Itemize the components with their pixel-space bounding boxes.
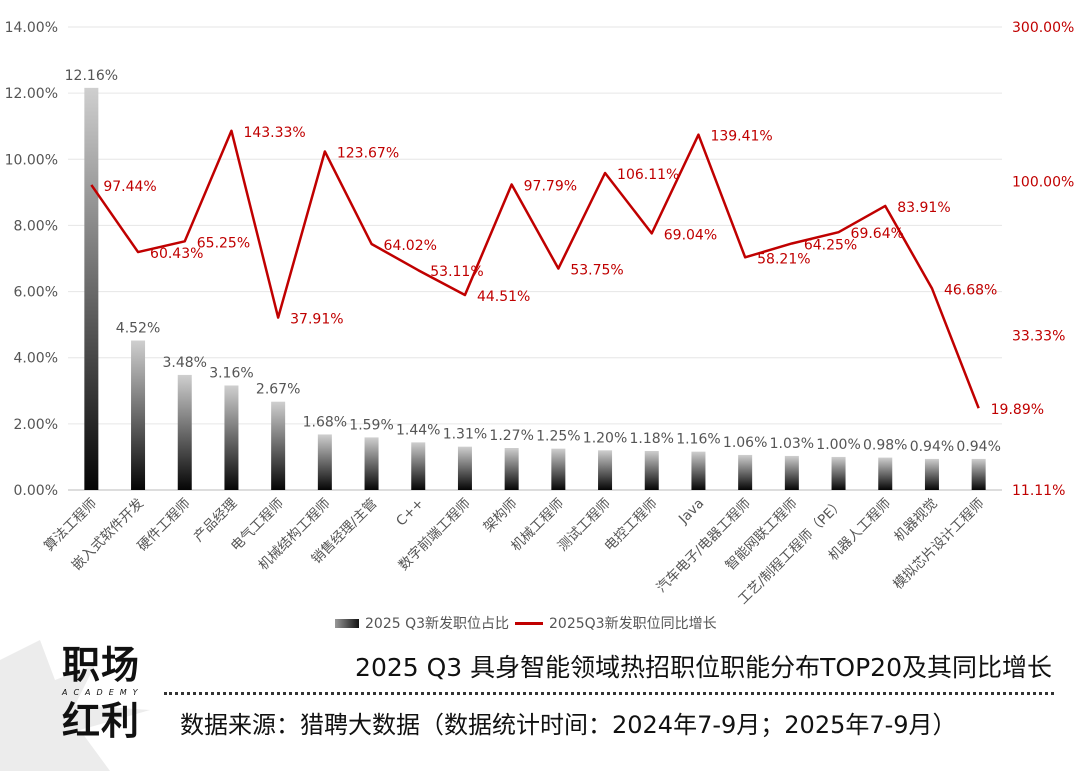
data-source-note: 数据来源：猎聘大数据（数据统计时间：2024年7-9月；2025年7-9月） [180,711,957,739]
bar [691,451,706,490]
category-label: 架构师 [481,496,521,536]
logo-burst-graphic [0,640,150,771]
bar-data-label: 1.18% [630,431,674,447]
line-data-label: 37.91% [290,312,343,328]
bar-data-label: 1.31% [443,427,487,443]
line-data-label: 106.11% [617,167,679,183]
line-data-label: 65.25% [197,235,250,251]
line-data-label: 46.68% [944,282,997,298]
bar [84,87,99,490]
left-axis-tick-label: 4.00% [14,351,58,367]
line-data-label: 97.79% [524,178,577,194]
right-axis-tick-label: 33.33% [1012,329,1065,345]
left-axis-tick-label: 0.00% [14,483,58,499]
line-data-label: 60.43% [150,246,203,262]
bar-data-label: 1.25% [536,429,580,445]
bar [364,437,379,490]
line-data-label: 44.51% [477,289,530,305]
bar [177,374,192,490]
category-label: Java [675,496,707,528]
legend-bar-swatch [335,618,359,628]
category-label: 模拟芯片设计工程师 [890,496,987,593]
bar [131,340,146,490]
bar [924,458,939,490]
line-data-label: 64.02% [384,238,437,254]
bar-data-label: 0.94% [910,439,954,455]
bar-data-label: 1.68% [303,414,347,430]
chart-title: 2025 Q3 具身智能领域热招职位职能分布TOP20及其同比增长 [355,653,1052,682]
bar-data-label: 1.03% [770,436,814,452]
bar [551,448,566,490]
left-axis-tick-label: 2.00% [14,417,58,433]
category-label: C++ [393,496,427,530]
bar [457,446,472,490]
legend-line-label: 2025Q3新发职位同比增长 [549,616,717,632]
bar [224,385,239,490]
bar-data-label: 1.44% [396,422,440,438]
bar-data-label: 2.67% [256,382,300,398]
chart-legend: 2025 Q3新发职位占比 2025Q3新发职位同比增长 [335,613,717,633]
bar-data-label: 1.06% [723,435,767,451]
logo-academy-text: ACADEMY [62,688,144,697]
bar [271,401,286,490]
line-data-label: 64.25% [804,237,857,253]
bar-data-label: 1.00% [816,437,860,453]
line-data-label: 69.64% [851,226,904,242]
line-data-label: 53.11% [430,264,483,280]
bar [644,450,659,490]
bar [738,454,753,490]
bar [411,442,426,490]
growth-line-series [90,129,980,409]
bar-data-label: 12.16% [65,68,118,84]
legend-line-swatch [515,621,544,625]
bar-data-label: 3.16% [209,365,253,381]
line-data-label: 69.04% [664,227,717,243]
left-axis-tick-label: 14.00% [5,20,58,36]
right-axis-tick-label: 100.00% [1012,174,1074,190]
bar [784,455,799,490]
logo-bottom-text: 红利 [62,699,141,743]
bar-data-label: 1.59% [349,417,393,433]
bar [317,434,332,490]
bar-data-label: 3.48% [163,355,207,371]
bar [598,450,613,490]
bar-data-label: 0.94% [956,439,1000,455]
bar-data-label: 1.20% [583,430,627,446]
line-data-label: 139.41% [710,129,772,145]
line-data-label: 143.33% [243,125,305,141]
right-axis-tick-label: 11.11% [1012,483,1065,499]
right-axis-tick-label: 300.00% [1012,20,1074,36]
bar-data-label: 1.27% [489,428,533,444]
left-axis-tick-label: 8.00% [14,218,58,234]
left-axis-tick-label: 10.00% [5,152,58,168]
line-data-label: 58.21% [757,251,810,267]
bar [504,447,519,490]
left-axis-tick-label: 12.00% [5,86,58,102]
dotted-divider [164,692,1054,695]
line-data-label: 123.67% [337,145,399,161]
bar-data-label: 1.16% [676,432,720,448]
bar [878,457,893,490]
legend-bar-label: 2025 Q3新发职位占比 [365,616,510,632]
bar [831,456,846,490]
bar [971,458,986,490]
logo-top-text: 职场 [62,643,141,687]
bar-data-label: 0.98% [863,438,907,454]
bar-data-label: 4.52% [116,321,160,337]
combo-chart: 0.00% 2.00% 4.00% 6.00% 8.00% 10.00% 12.00% 14.… [5,20,1075,608]
line-data-label: 53.75% [570,263,623,279]
line-data-label: 83.91% [897,200,950,216]
line-data-label: 19.89% [991,402,1044,418]
left-axis-tick-label: 6.00% [14,285,58,301]
line-data-label: 97.44% [103,179,156,195]
